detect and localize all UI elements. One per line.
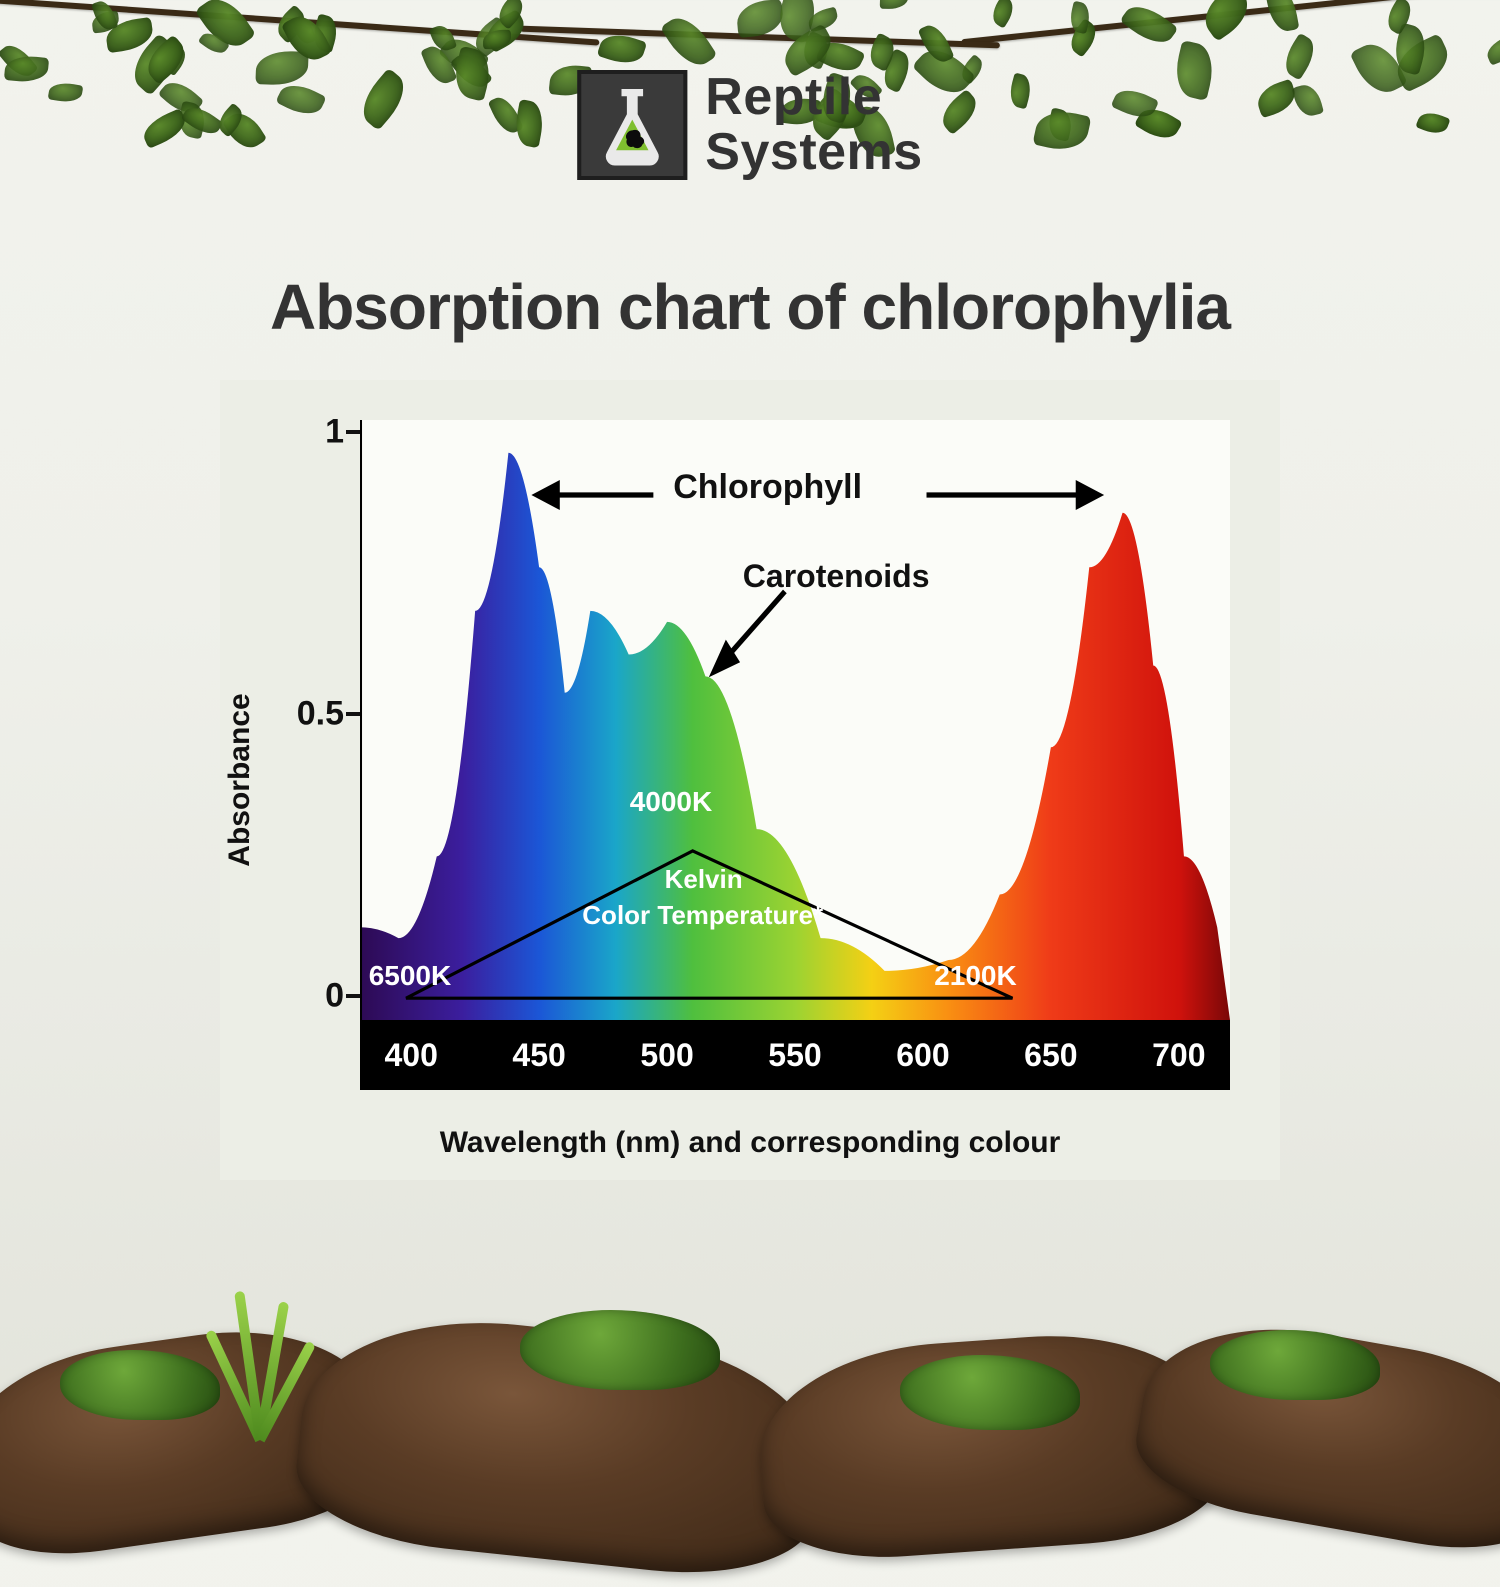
kelvin-left-label: 6500K bbox=[369, 960, 452, 992]
x-tick-400: 400 bbox=[384, 1020, 437, 1090]
x-axis-label: Wavelength (nm) and corresponding colour bbox=[250, 1126, 1250, 1160]
brand-logo: Reptile Systems bbox=[577, 70, 922, 180]
y-tick-1: 1 bbox=[325, 413, 344, 452]
brand-logo-mark bbox=[577, 70, 687, 180]
kelvin-right-label: 2100K bbox=[934, 960, 1017, 992]
x-axis-strip: 400 450 500 550 600 650 700 bbox=[360, 1020, 1230, 1090]
y-tick-0: 0 bbox=[325, 977, 344, 1016]
flask-gecko-icon bbox=[587, 80, 677, 170]
x-tick-450: 450 bbox=[512, 1020, 565, 1090]
decorative-terrarium-bottom bbox=[0, 1240, 1500, 1500]
x-tick-600: 600 bbox=[896, 1020, 949, 1090]
carotenoids-label: Carotenoids bbox=[743, 558, 930, 595]
page-title: Absorption chart of chlorophylia bbox=[0, 270, 1500, 344]
chart-plot-area: 1 0.5 0 bbox=[360, 420, 1230, 1020]
kelvin-caption-2: Color Temperature* bbox=[543, 900, 863, 931]
absorption-chart: Absorbance 1 0.5 0 bbox=[220, 380, 1280, 1180]
y-axis-label: Absorbance bbox=[223, 693, 257, 866]
x-tick-500: 500 bbox=[640, 1020, 693, 1090]
x-tick-650: 650 bbox=[1024, 1020, 1077, 1090]
chlorophyll-label: Chlorophyll bbox=[673, 468, 862, 507]
brand-name-line2: Systems bbox=[705, 125, 922, 180]
x-tick-700: 700 bbox=[1152, 1020, 1205, 1090]
kelvin-apex-label: 4000K bbox=[630, 786, 713, 818]
y-tick-0.5: 0.5 bbox=[297, 695, 344, 734]
x-tick-550: 550 bbox=[768, 1020, 821, 1090]
kelvin-caption-1: Kelvin bbox=[604, 864, 804, 895]
brand-name-line1: Reptile bbox=[705, 70, 922, 125]
